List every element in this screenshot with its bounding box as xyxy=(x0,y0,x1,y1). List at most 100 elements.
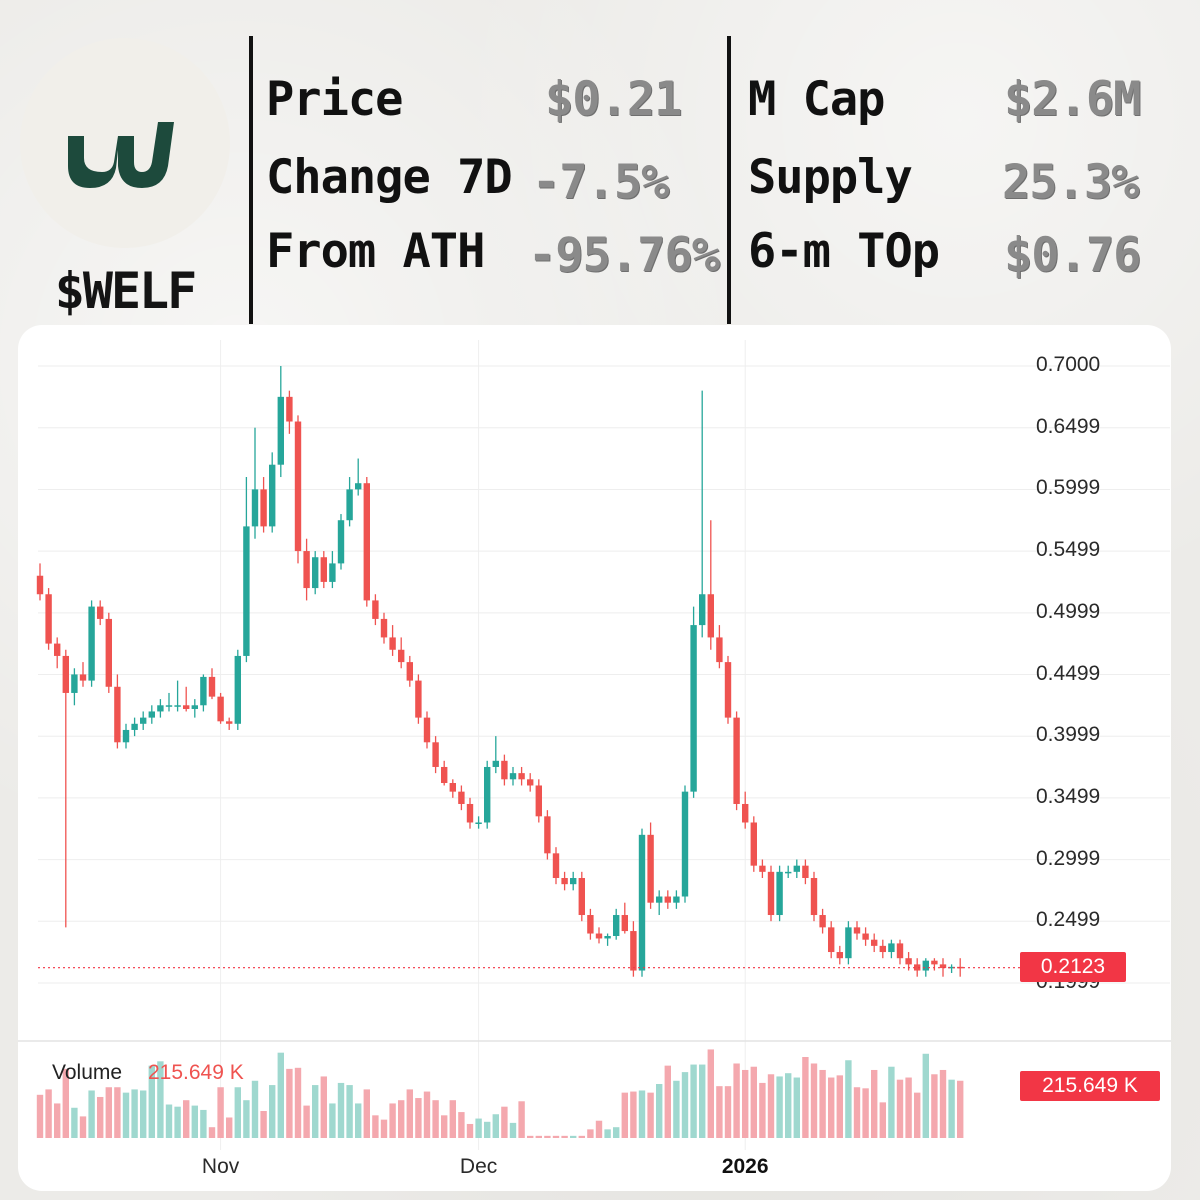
volume-bar xyxy=(157,1061,164,1138)
volume-badge: 215.649 K xyxy=(1020,1071,1160,1101)
candle-body xyxy=(415,680,422,718)
candle-body xyxy=(853,927,861,934)
candle-body xyxy=(294,421,302,552)
candle-body xyxy=(509,773,517,780)
volume-bar xyxy=(303,1105,310,1138)
volume-bar xyxy=(191,1105,198,1138)
volume-bar xyxy=(432,1100,439,1138)
candle-body xyxy=(157,705,164,712)
candle-body xyxy=(595,933,603,939)
candle-body xyxy=(105,618,112,687)
candle-body xyxy=(647,834,654,903)
volume-bar xyxy=(785,1073,792,1138)
volume-bar xyxy=(707,1049,714,1138)
from-ath-value: -95.76% xyxy=(528,228,720,283)
volume-bar xyxy=(853,1087,861,1138)
volume-bar xyxy=(828,1077,835,1138)
volume-bar xyxy=(733,1063,740,1138)
volume-bar xyxy=(716,1086,723,1138)
y-tick-label: 0.3499 xyxy=(1036,784,1101,808)
volume-bar xyxy=(888,1066,895,1138)
volume-bar xyxy=(329,1103,336,1138)
volume-bar xyxy=(389,1103,396,1138)
volume-bar xyxy=(647,1092,654,1138)
volume-bar xyxy=(638,1090,646,1138)
volume-bar xyxy=(277,1052,284,1138)
y-tick-label: 0.7000 xyxy=(1036,353,1101,376)
volume-bar xyxy=(630,1091,637,1138)
supply-label: Supply xyxy=(748,150,913,205)
volume-bar xyxy=(269,1085,276,1138)
candle-body xyxy=(114,686,121,743)
volume-label: Volume xyxy=(52,1061,123,1084)
volume-series xyxy=(36,1049,964,1138)
candle-body xyxy=(140,717,147,724)
volume-bar xyxy=(380,1119,388,1138)
candle-body xyxy=(269,464,276,527)
candle-body xyxy=(458,791,465,804)
candle-body xyxy=(871,939,878,946)
chart-panel[interactable] xyxy=(18,325,1171,1191)
chart-grid xyxy=(18,340,1171,1150)
volume-bar xyxy=(724,1086,732,1138)
volume-bar xyxy=(406,1089,413,1138)
candle-body xyxy=(79,674,87,681)
volume-bar xyxy=(750,1066,757,1138)
volume-bar xyxy=(458,1112,465,1138)
volume-bar xyxy=(699,1064,706,1138)
volume-bar xyxy=(914,1092,921,1138)
price-value: $0.21 xyxy=(545,72,682,127)
candle-body xyxy=(208,676,216,697)
candle-body xyxy=(303,551,310,589)
candle-body xyxy=(836,952,843,959)
volume-bar xyxy=(294,1067,302,1138)
candle-body xyxy=(260,489,267,527)
volume-bar xyxy=(492,1114,499,1138)
volume-bar xyxy=(449,1100,456,1138)
candle-body xyxy=(36,575,44,595)
volume-bar xyxy=(509,1122,517,1138)
double-u-logo-icon xyxy=(68,122,174,188)
price-label: Price xyxy=(266,72,403,127)
candle-body xyxy=(905,958,912,965)
volume-bar xyxy=(922,1053,929,1138)
volume-bar xyxy=(518,1101,525,1138)
candle-body xyxy=(733,717,740,804)
candle-body xyxy=(355,483,362,490)
header-divider-right xyxy=(727,36,731,324)
volume-bar xyxy=(165,1104,173,1138)
volume-bar xyxy=(742,1069,749,1138)
candle-body xyxy=(785,871,792,874)
volume-bar xyxy=(690,1064,697,1138)
volume-bar xyxy=(114,1087,121,1138)
volume-bar xyxy=(54,1103,61,1138)
candle-body xyxy=(372,600,379,619)
volume-bar xyxy=(226,1117,233,1138)
candle-body xyxy=(638,834,646,971)
candle-body xyxy=(724,662,732,718)
volume-bar xyxy=(122,1092,130,1138)
volume-bar xyxy=(45,1089,52,1138)
y-tick-label: 0.5999 xyxy=(1036,476,1101,500)
ticker-symbol: $WELF xyxy=(54,262,198,320)
candle-body xyxy=(449,783,456,792)
candle-body xyxy=(957,966,964,969)
volume-value: 215.649 K xyxy=(148,1061,244,1084)
six-month-top-label: 6-m TOp xyxy=(748,224,940,279)
market-cap-label: M Cap xyxy=(748,72,885,127)
volume-bar xyxy=(862,1088,869,1138)
volume-bar xyxy=(759,1082,766,1138)
volume-bar xyxy=(957,1080,964,1138)
volume-bar xyxy=(466,1123,474,1138)
candle-body xyxy=(587,915,594,934)
candle-body xyxy=(432,742,439,767)
candle-body xyxy=(630,931,637,971)
candle-body xyxy=(200,676,207,706)
y-tick-label: 0.2999 xyxy=(1036,846,1101,870)
last-price-badge: 0.2123 xyxy=(1020,952,1126,982)
volume-bar xyxy=(320,1076,327,1138)
candle-body xyxy=(742,803,749,823)
candle-body xyxy=(931,960,938,965)
change-7d-value: -7.5% xyxy=(532,155,669,210)
